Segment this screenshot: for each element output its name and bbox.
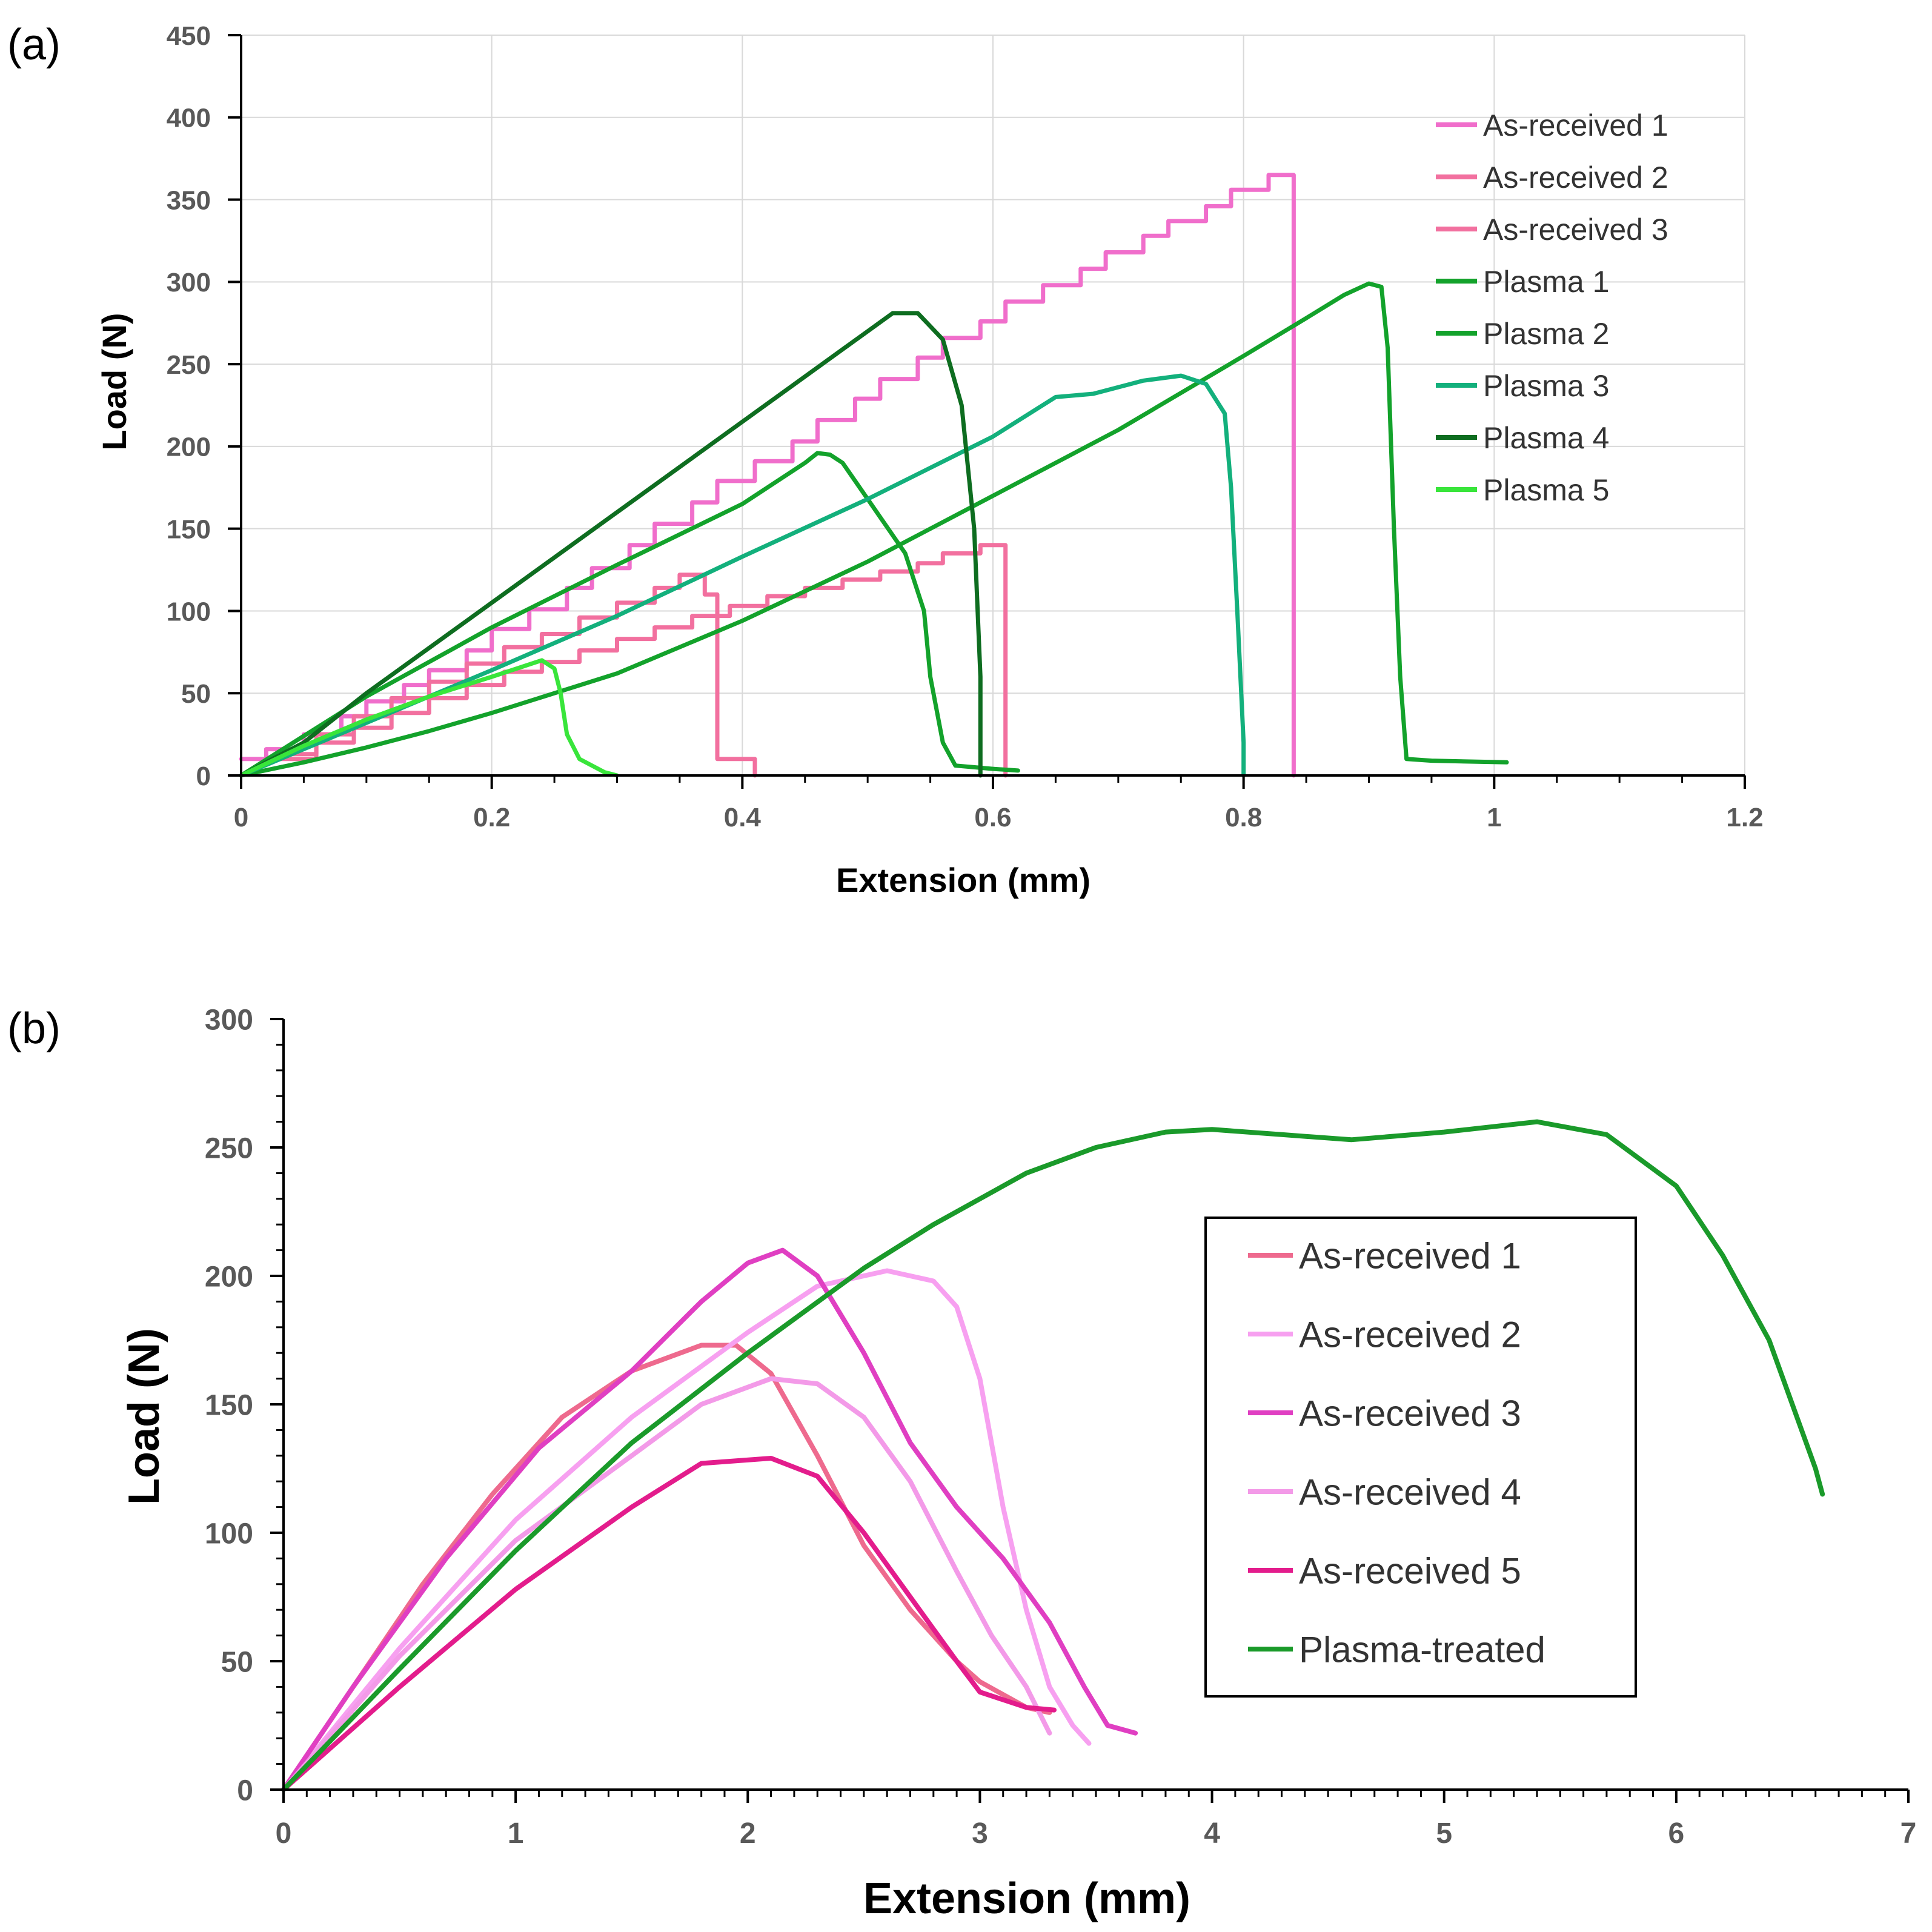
legend-label-5: As-received 5: [1299, 1551, 1521, 1592]
y-tick-label: 100: [205, 1518, 253, 1550]
chart-b: (b) 0 1 2 3 4 5 6 7 0 50 100 150 200 250 300 Extension…: [7, 1004, 1916, 1923]
y-tick-label: 50: [181, 679, 211, 709]
x-tick-label: 0: [234, 803, 248, 832]
x-tick-label: 6: [1668, 1817, 1685, 1850]
x-tick-label: 5: [1436, 1817, 1452, 1850]
panel-label-b: (b): [7, 1004, 61, 1053]
legend-label-8: Plasma 5: [1483, 473, 1609, 507]
y-tick-label: 0: [196, 762, 211, 791]
legend-label-7: Plasma 4: [1483, 421, 1609, 455]
y-axis-title-b: Load (N): [120, 1328, 168, 1505]
series-line-8: [239, 658, 619, 778]
legend-label-3: As-received 3: [1483, 213, 1668, 247]
y-tick-label: 100: [167, 597, 211, 626]
y-tick-label: 0: [237, 1774, 253, 1807]
x-tick-label: 0.8: [1225, 803, 1262, 832]
x-tick-label: 3: [972, 1817, 988, 1850]
y-tick-label: 50: [221, 1646, 253, 1678]
y-tick-label: 150: [205, 1389, 253, 1421]
legend-b: As-received 1 As-received 2 As-received 3 A…: [1204, 1217, 1637, 1698]
legend-box: [1204, 1217, 1637, 1698]
x-axis-title-a: Extension (mm): [836, 861, 1090, 899]
y-tick-label: 300: [167, 268, 211, 297]
y-tick-label: 150: [167, 515, 211, 545]
panel-label-a: (a): [7, 21, 61, 69]
series-line-3: [281, 1247, 1138, 1792]
x-tick-label: 0.2: [473, 803, 510, 832]
y-tick-label: 350: [167, 185, 211, 215]
series-line-6: [281, 1119, 1825, 1792]
y-tick-label: 400: [167, 104, 211, 133]
series-line-7: [239, 311, 983, 778]
x-tick-label: 1: [508, 1817, 524, 1850]
x-axis-title-b: Extension (mm): [863, 1874, 1190, 1923]
x-tick-label: 0: [276, 1817, 292, 1850]
x-tick-label: 0.4: [724, 803, 762, 832]
series-line-6: [239, 373, 1246, 778]
series-line-5: [239, 451, 1020, 778]
axes-a: [228, 34, 1746, 789]
x-tick-label: 2: [740, 1817, 756, 1850]
plot-area-a: [239, 173, 1509, 778]
legend-label-2: As-received 2: [1299, 1315, 1521, 1355]
y-axis-title-a: Load (N): [95, 313, 133, 450]
series-line-3: [239, 573, 757, 778]
legend-label-1: As-received 1: [1483, 108, 1668, 142]
legend-label-2: As-received 2: [1483, 161, 1668, 194]
x-tick-label: 7: [1900, 1817, 1917, 1850]
legend-label-5: Plasma 2: [1483, 317, 1609, 351]
x-tick-label: 1.2: [1726, 803, 1763, 832]
legend-label-1: As-received 1: [1299, 1236, 1521, 1276]
y-tick-label: 450: [167, 21, 211, 51]
y-tick-label: 300: [205, 1004, 253, 1036]
x-tick-label: 0.6: [974, 803, 1011, 832]
gridlines-a: [241, 35, 1745, 775]
y-tick-label: 250: [167, 350, 211, 380]
y-tick-label: 250: [205, 1132, 253, 1164]
legend-a: As-received 1 As-received 2 As-received 3 P…: [1436, 108, 1668, 507]
chart-a: (a) 0 0.2 0.4 0.6 0.8 1 1.2 0 50 100 150 200 250 300 3…: [7, 21, 1764, 899]
series-line-2: [281, 1268, 1092, 1792]
series-line-1: [281, 1343, 1052, 1792]
y-tick-label: 200: [167, 433, 211, 462]
legend-label-4: As-received 4: [1299, 1472, 1521, 1513]
legend-label-6: Plasma 3: [1483, 369, 1609, 403]
legend-label-6: Plasma-treated: [1299, 1630, 1545, 1670]
series-line-4: [239, 281, 1509, 778]
legend-label-4: Plasma 1: [1483, 265, 1609, 299]
y-tick-label: 200: [205, 1261, 253, 1293]
plot-area-b: [281, 1119, 1825, 1792]
legend-label-3: As-received 3: [1299, 1393, 1521, 1434]
x-tick-label: 1: [1487, 803, 1501, 832]
tick-labels-b: 0 1 2 3 4 5 6 7 0 50 100 150 200 250 300: [205, 1004, 1916, 1850]
series-line-4: [281, 1376, 1052, 1792]
x-tick-label: 4: [1204, 1817, 1220, 1850]
tick-labels-a: 0 0.2 0.4 0.6 0.8 1 1.2 0 50 100 150 200 250 300 350 40…: [167, 21, 1764, 832]
series-line-5: [281, 1456, 1057, 1792]
axes-b: [270, 1018, 1910, 1803]
